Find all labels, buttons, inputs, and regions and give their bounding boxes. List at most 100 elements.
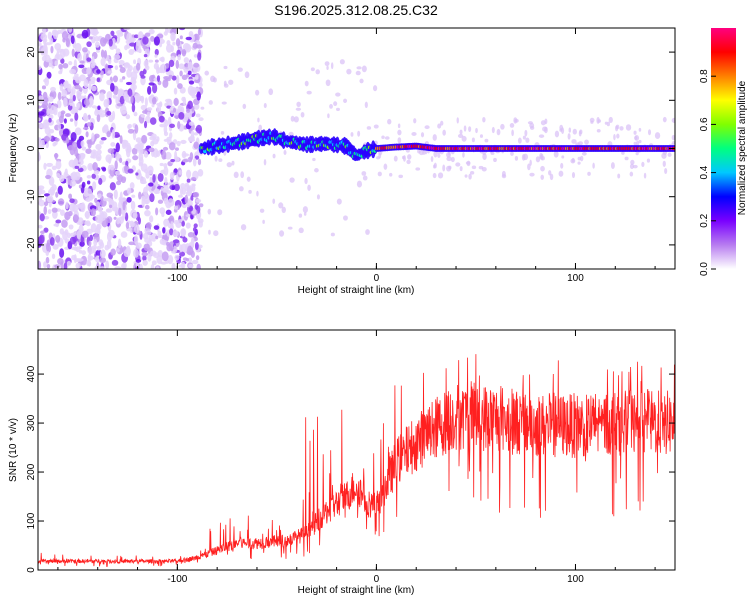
spectrogram-noise-cell [66,260,72,267]
spectrogram-noise-cell [106,239,112,249]
spectrogram-y-ticks: -20 -10 0 10 20 [26,46,675,252]
spectrogram-noise-cell [378,152,382,159]
spectrogram-noise-cell [315,69,320,75]
spectrogram-noise-cell [99,249,106,259]
spectrogram-noise-cell [123,92,127,101]
spectrogram-noise-cell [68,96,73,107]
spectrogram-noise-cell [90,28,97,36]
spectrogram-noise-cell [560,162,564,169]
spectrogram-noise-cell [39,213,45,222]
spectrogram-noise-cell [295,107,302,111]
spectrogram-noise-cell [72,214,79,223]
spectrogram-noise-cell [51,207,58,213]
spectrogram-noise-cell [579,155,584,162]
spectrogram-noise-cell [120,176,127,184]
spectrogram-noise-cell [132,212,138,219]
spectrogram-noise-cell [662,116,667,123]
spectrogram-noise-cell [93,169,100,175]
spectrogram-noise-cell [163,218,170,227]
spectrogram-noise-cell [187,70,192,76]
spectrogram-noise-cell [590,120,594,124]
spectrogram-noise-cell [437,172,444,179]
spectrogram-noise-cell [103,49,108,59]
spectrogram-noise-cell [78,135,85,141]
spectrogram-noise-cell [86,57,92,62]
spectrogram-noise-cell [272,198,276,204]
spectrogram-noise-cell [38,42,42,47]
spectrogram-noise-cell [88,240,92,247]
spectrogram-noise-cell [407,154,412,160]
spectrogram-noise-cell [144,204,150,210]
spectrogram-noise-cell [107,70,113,74]
spectrogram-noise-cell [147,253,152,262]
spectrogram-noise-cell [110,153,115,159]
spectrogram-noise-cell [184,43,192,53]
spectrogram-noise-cell [148,29,155,35]
spectrogram-noise-cell [110,82,115,92]
spectrogram-noise-cell [257,117,260,123]
spectrogram-noise-cell [81,29,89,39]
spectrogram-noise-cell [162,79,169,88]
spectrogram-noise-cell [115,48,121,55]
colorbar: 0.0 0.2 0.4 0.6 0.8 Normalized spectral ampl… [699,28,748,276]
spectrogram-noise-cell [69,179,77,187]
spectrogram-noise-cell [38,151,41,162]
spectrogram-noise-cell [525,137,530,143]
spectrogram-noise-cell [65,113,72,118]
spectrogram-noise-cell [193,54,198,58]
spectrogram-noise-cell [80,140,85,148]
spectrogram-noise-cell [527,121,533,125]
spectrogram-noise-cell [133,235,139,245]
spectrogram-noise-cell [134,93,141,101]
spectrogram-noise-cell [153,225,160,230]
spectrogram-noise-cell [287,226,293,230]
spectrogram-noise-cell [158,115,165,123]
spectrogram-noise-cell [97,105,101,110]
spectrogram-noise-cell [85,148,92,154]
spectrogram-noise-cell [455,162,461,167]
spectrogram-noise-cell [92,161,98,171]
spectrogram-noise-cell [48,102,52,109]
spectrogram-noise-cell [188,263,194,269]
spectrogram-noise-cell [146,111,151,117]
spectrogram-noise-cell [167,198,175,207]
spectrogram-noise-cell [233,171,239,179]
spectrogram-noise-cell [186,257,190,262]
spectrogram-noise-cell [70,35,75,44]
spectrogram-noise-cell [115,151,120,161]
spectrogram-noise-cell [169,132,173,139]
spectrogram-noise-cell [73,247,78,251]
spectrogram-noise-cell [327,113,330,119]
spectrogram-noise-cell [75,262,81,269]
spectrogram-noise-cell [110,142,116,147]
spectrogram-noise-cell [175,38,181,47]
spectrogram-noise-cell [38,234,45,244]
spectrogram-noise-cell [529,125,535,130]
spectrogram-noise-cell [131,103,136,113]
spectrogram-noise-cell [62,62,69,69]
spectrogram-noise-cell [81,146,87,151]
spectrogram-noise-cell [172,41,176,46]
spectrogram-noise-cell [584,139,589,145]
spectrogram-noise-cell [411,132,417,136]
spectrogram-noise-cell [191,184,196,192]
spectrogram-noise-cell [336,198,342,205]
spectrogram-noise-cell [169,228,174,236]
spectrogram-noise-cell [150,263,155,269]
spectrogram-noise-cell [335,92,341,97]
spectrogram-noise-cell [94,197,98,203]
spectrogram-noise-cell [38,95,44,104]
spectrogram-noise-cell [91,105,98,109]
spectrogram-noise-cell [90,76,96,83]
spectrogram-noise-cell [99,70,105,76]
spectrogram-noise-cell [514,118,519,123]
spectrogram-noise-cell [568,127,572,133]
spectrogram-noise-cell [587,171,591,176]
spectrogram-noise-cell [571,157,575,163]
spectrogram-noise-cell [517,137,522,144]
spectrogram-noise-cell [48,176,55,186]
spectrogram-noise-cell [51,165,57,171]
snr-y-label: SNR (10 * v/v) [8,418,19,482]
spectrogram-noise-cell [78,184,83,189]
spectrogram-noise-cell [85,131,89,138]
